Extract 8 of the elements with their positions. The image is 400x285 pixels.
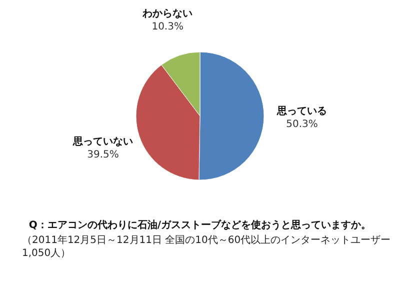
text: Q：エアコンの代わりに石油/ガスストーブなどを使おうと思っていますか。: [28, 219, 372, 231]
data-label: 10.3%: [152, 21, 184, 32]
slice-label: わからない: [142, 8, 193, 20]
data-label: 50.3%: [286, 118, 318, 130]
data-label: 39.5%: [87, 150, 119, 161]
text: （2011年12月5日～12月11日 全国の10代～60代以上のインターネットユーザー1,050人）: [22, 234, 392, 260]
slice-label: 思っている: [276, 104, 327, 117]
slice-label: 思っていない: [72, 136, 134, 148]
